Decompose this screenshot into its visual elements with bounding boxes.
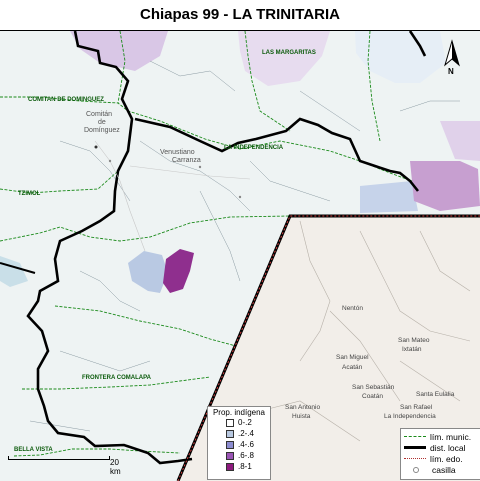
legend-swatch [226,451,234,460]
legend-line-symbol [413,466,419,473]
label-comitan-town-2: de [98,119,106,126]
legend-line-item: lím. munic. [401,431,480,442]
legend-indigena-item: .6-.8 [208,450,270,461]
legend-line-symbol [404,458,426,459]
label-san-mateo-2: Ixtatán [402,346,422,353]
district-boundary-north [134,117,420,192]
label-comitan-town-1: Comitán [86,111,113,118]
legend-line-symbol [404,446,426,449]
indigenous-area-margaritas [238,31,330,86]
label-venustiano-2: Carranza [172,157,201,164]
label-san-sebastian-2: Coatán [362,393,383,400]
state-border [176,214,480,481]
label-las-margaritas: LAS MARGARITAS [262,50,316,56]
label-san-sebastian-1: San Sebastián [352,384,395,391]
legend-indigena-item: .2-.4 [208,428,270,439]
area-ne [355,31,446,83]
area-east-lilac [440,121,480,161]
legend-line-symbol [404,436,426,437]
label-la-independencia: LA INDEPENDENCIA [224,145,284,151]
legend-indigena-label: .2-.4 [238,429,255,438]
legend-indigena-label: .6-.8 [238,451,255,460]
legend-line-label: casilla [432,464,456,475]
indigenous-area-north [70,31,168,71]
label-nenton: Nentón [342,305,363,312]
label-san-rafael-1: San Rafael [400,404,433,411]
legend-swatch [226,462,234,471]
map-title: Chiapas 99 - LA TRINITARIA [139,6,341,23]
legend-line-item: lím. edo. [401,453,480,464]
legend-indigena: Prop. indígena 0-.2 .2-.4 .4-.6 .6-.8 .8-1 [207,406,271,480]
scale-label: 20 km [110,458,121,476]
legend-indigena-label: .4-.6 [238,440,255,449]
legend-line-label: lím. munic. [430,431,472,442]
district-boundary-main [26,31,193,465]
label-frontera-comalapa: FRONTERA COMALAPA [82,375,151,381]
label-san-mateo-1: San Mateo [398,337,430,344]
legend-indigena-label: .8-1 [238,462,252,471]
water-west [0,256,28,287]
legend-indigena-label: 0-.2 [238,418,252,427]
legend-indigena-item: .4-.6 [208,439,270,450]
label-san-antonio-2: Huista [292,413,311,420]
label-comitan: COMITAN DE DOMINGUEZ [28,97,104,103]
legend-line-item: casilla [401,464,480,475]
legend-swatch [226,440,234,449]
legend-swatch [226,418,234,427]
area-central-blue [128,251,168,293]
legend-indigena-item: .8-1 [208,461,270,472]
label-santa-eulalia: Santa Eulalia [416,391,455,398]
sub-boundaries [29,60,460,432]
area-east-purple [410,161,480,211]
legend-line-label: dist. local [430,442,466,453]
legend-line-item: dist. local [401,442,480,453]
legend-line-label: lím. edo. [430,453,463,464]
north-arrow-icon [444,39,460,67]
legend-lines: lím. munic. dist. local lím. edo. casilla [400,428,480,480]
label-comitan-town-3: Domínguez [84,127,120,134]
legend-swatch [226,429,234,438]
legend-indigena-title: Prop. indígena [212,408,266,417]
label-venustiano-1: Venustiano [160,149,195,156]
label-tzimol: TZIMOL [18,191,41,197]
north-label: N [448,67,454,76]
legend-indigena-item: 0-.2 [208,417,270,428]
label-san-miguel-2: Acatán [342,364,363,371]
area-central-purple [163,249,194,293]
label-bella-vista: BELLA VISTA [14,447,53,453]
area-east-blue [360,181,418,213]
label-san-rafael-2: La Independencia [384,413,436,420]
label-san-antonio-1: San Antonio [285,404,321,411]
label-san-miguel-1: San Miguel [336,354,369,361]
guatemala-boundaries [259,220,471,442]
